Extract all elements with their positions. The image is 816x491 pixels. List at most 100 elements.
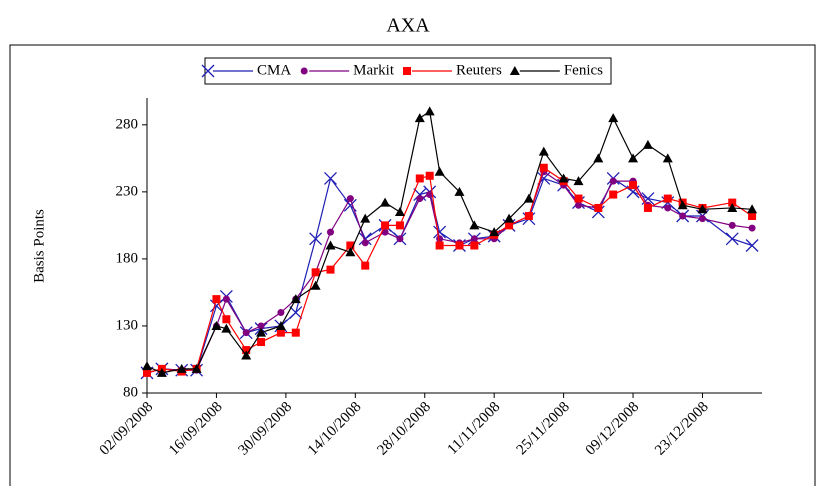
data-point: [257, 322, 265, 330]
data-point: [574, 194, 583, 203]
data-point: [211, 320, 222, 330]
data-point: [242, 346, 251, 355]
y-tick-label: 130: [116, 317, 139, 333]
data-point: [664, 204, 672, 212]
y-tick-label: 80: [123, 384, 138, 400]
x-tick-label: 14/10/2008: [305, 399, 365, 459]
data-point: [324, 171, 337, 185]
data-point: [435, 241, 444, 250]
data-point: [358, 232, 372, 246]
x-tick-label: 30/09/2008: [235, 399, 295, 459]
x-tick-label: 16/09/2008: [166, 399, 226, 459]
data-point: [156, 367, 167, 377]
data-point: [413, 188, 427, 202]
data-point: [142, 361, 152, 371]
y-tick-label: 280: [116, 116, 139, 132]
data-point: [697, 204, 708, 214]
data-point: [725, 232, 739, 246]
y-tick-label: 180: [116, 250, 139, 266]
data-point: [628, 153, 639, 163]
chart-title: AXA: [386, 15, 430, 37]
data-point: [594, 203, 603, 212]
data-point: [416, 195, 424, 203]
data-point: [424, 106, 435, 116]
data-point: [609, 177, 617, 185]
data-point: [434, 166, 445, 176]
data-point: [593, 153, 604, 163]
data-point: [345, 247, 356, 257]
legend-label: Markit: [353, 62, 395, 78]
data-point: [433, 225, 447, 239]
data-point: [289, 306, 303, 320]
data-point: [396, 235, 404, 243]
data-point: [609, 190, 618, 199]
data-point: [748, 212, 757, 220]
legend-marker: [300, 67, 308, 75]
data-point: [662, 153, 673, 163]
data-point: [222, 295, 230, 303]
data-point: [221, 323, 232, 333]
data-point: [643, 203, 652, 212]
x-tick-label: 09/12/2008: [583, 399, 643, 459]
legend-label: Fenics: [564, 62, 603, 78]
data-point: [747, 204, 758, 214]
data-point: [275, 320, 286, 330]
data-point: [395, 221, 404, 230]
data-point: [504, 213, 515, 223]
data-point: [257, 338, 266, 347]
data-point: [176, 363, 187, 373]
data-point: [290, 294, 301, 304]
data-point: [642, 139, 653, 149]
data-point: [276, 328, 285, 337]
data-point: [394, 206, 405, 216]
data-point: [241, 350, 252, 360]
x-tick-label: 25/11/2008: [514, 399, 573, 458]
legend-marker: [403, 67, 412, 75]
data-point: [698, 215, 706, 223]
x-tick-label: 11/11/2008: [445, 399, 504, 458]
data-point: [663, 194, 672, 203]
data-point: [489, 227, 500, 237]
data-point: [469, 220, 480, 230]
x-tick-label: 28/10/2008: [374, 399, 434, 459]
data-point: [748, 224, 756, 232]
data-point: [381, 228, 389, 236]
legend-marker: [509, 66, 520, 75]
legend-marker: [201, 64, 215, 78]
data-point: [325, 240, 336, 250]
data-point: [222, 315, 231, 324]
data-point: [538, 146, 549, 156]
data-point: [277, 309, 285, 317]
y-axis-label: Basis Points: [31, 209, 47, 283]
data-point: [326, 265, 335, 274]
data-point: [415, 174, 424, 183]
data-point: [573, 176, 584, 186]
data-point: [608, 113, 619, 123]
series-line: [146, 110, 753, 374]
data-point: [426, 191, 434, 199]
data-point: [380, 197, 391, 207]
data-point: [361, 261, 370, 270]
data-point: [346, 195, 354, 203]
data-point: [470, 241, 479, 250]
data-point: [574, 201, 582, 209]
legend-label: Reuters: [456, 62, 502, 78]
data-point: [677, 200, 688, 210]
data-point: [291, 328, 300, 337]
data-point: [242, 329, 250, 337]
data-point: [327, 228, 335, 236]
data-point: [728, 221, 736, 229]
data-point: [728, 198, 737, 207]
data-point: [414, 113, 425, 123]
data-point: [425, 171, 434, 180]
data-point: [745, 239, 759, 252]
data-point: [679, 212, 687, 220]
x-tick-label: 23/12/2008: [652, 399, 712, 459]
series-line: [146, 166, 753, 374]
data-point: [524, 212, 533, 220]
data-point: [539, 163, 548, 172]
data-point: [212, 295, 221, 304]
data-point: [727, 202, 738, 212]
data-point: [143, 368, 151, 377]
